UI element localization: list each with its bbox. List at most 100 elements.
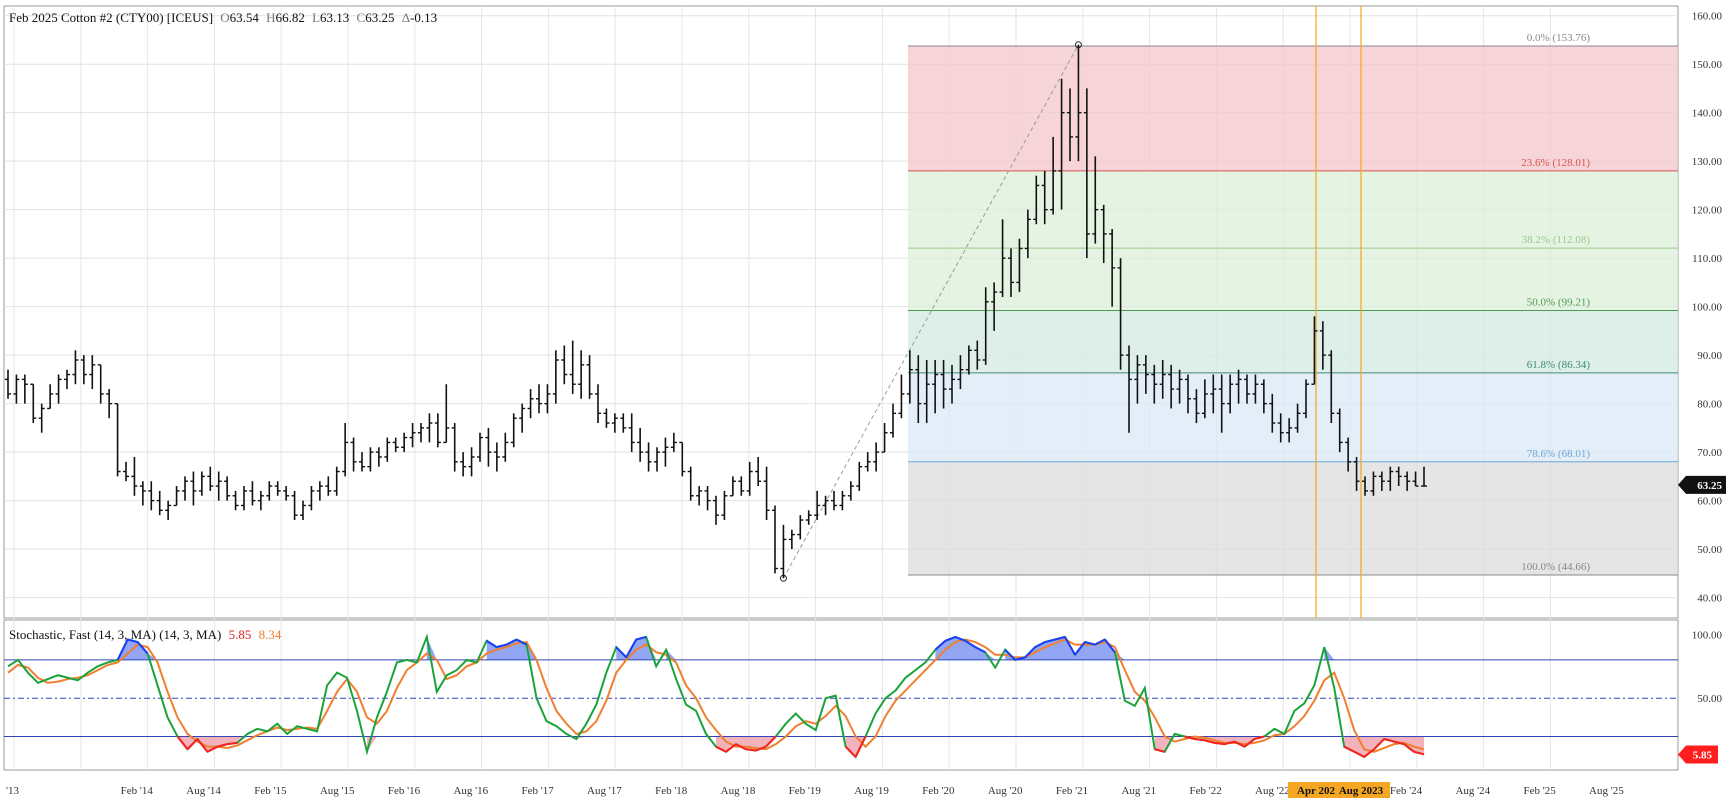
low-value: 63.13 — [320, 10, 349, 25]
stoch-k-extreme-segment — [615, 646, 627, 659]
stoch-panel-bg — [3, 619, 1679, 771]
time-tick-label: Aug '18 — [721, 785, 756, 797]
stoch-k-extreme-segment — [127, 638, 138, 644]
stoch-k-extreme-segment — [755, 745, 767, 752]
stoch-k-extreme-segment — [1214, 741, 1225, 746]
change-value: -0.13 — [410, 10, 437, 25]
stoch-k-extreme-segment — [1154, 748, 1165, 753]
date-highlight-band[interactable] — [1315, 6, 1362, 618]
stoch-k-extreme-segment — [516, 638, 527, 646]
time-tick-label: Feb '15 — [254, 785, 287, 797]
last-price-label: 63.25 — [1697, 480, 1722, 492]
high-key: H — [266, 10, 275, 25]
last-price-marker[interactable] — [1678, 475, 1726, 494]
time-tick-label: Aug '14 — [186, 785, 221, 797]
price-tick-label: 140.00 — [1692, 108, 1723, 120]
stoch-k-extreme-segment — [1234, 740, 1245, 748]
stoch-k-extreme-segment — [954, 635, 966, 642]
overbought-fill — [486, 639, 537, 660]
fib-retracement[interactable]: 0.0% (153.76) 23.6% (128.01) 38.2% (112.08… — [779, 32, 1678, 582]
stoch-k-extreme-segment — [186, 738, 199, 750]
open-value: 63.54 — [230, 10, 260, 25]
stoch-k-extreme-segment — [625, 638, 638, 658]
stoch-k-extreme-segment — [1343, 745, 1355, 753]
fib-trend-line[interactable] — [782, 44, 1079, 579]
stoch-k-extreme-segment — [1184, 735, 1195, 740]
stoch-k-extreme-segment — [1363, 748, 1375, 758]
price-tick-label: 50.00 — [1697, 544, 1722, 556]
time-tick-label: Aug '21 — [1121, 785, 1156, 797]
price-axis[interactable]: 160.00 150.00 140.00 130.00 120.00 110.00 100.… — [1678, 11, 1726, 605]
stoch-k-extreme-segment — [496, 643, 507, 649]
stoch-k-extreme-segment — [217, 743, 228, 748]
fib-level-label: 50.0% (99.21) — [1527, 296, 1591, 308]
fib-level-label: 0.0% (153.76) — [1527, 32, 1591, 44]
time-tick-label: Feb '25 — [1523, 785, 1556, 797]
price-tick-label: 100.00 — [1692, 302, 1723, 314]
fib-zone — [908, 248, 1678, 311]
oversold-fill — [576, 736, 587, 740]
date-band-label: Apr 202 — [1297, 785, 1335, 797]
stoch-k-extreme-segment — [934, 640, 947, 651]
high-value: 66.82 — [276, 10, 305, 25]
time-axis[interactable]: '13 Feb '14 Aug '14 Feb '15 Aug '15 Feb '16 Au… — [6, 782, 1624, 798]
stoch-k-extreme-segment — [1084, 641, 1096, 646]
time-tick-label: '13 — [6, 785, 19, 797]
stoch-k-extreme-segment — [1104, 638, 1116, 653]
time-tick-label: Aug '17 — [587, 785, 622, 797]
stoch-k-extreme-segment — [964, 639, 976, 648]
stoch-header: Stochastic, Fast (14, 3, MA) (14, 3, MA)… — [9, 627, 282, 642]
open-key: O — [220, 10, 229, 25]
fib-zone — [908, 45, 1678, 171]
time-tick-label: Aug '24 — [1455, 785, 1490, 797]
stoch-k-extreme-segment — [486, 639, 498, 648]
price-tick-label: 70.00 — [1697, 447, 1722, 459]
stoch-last-marker — [1678, 745, 1718, 764]
time-tick-label: Aug '19 — [854, 785, 889, 797]
stoch-k-extreme-segment — [1044, 638, 1056, 644]
close-value: 63.25 — [365, 10, 394, 25]
stoch-last-label: 5.85 — [1693, 750, 1713, 762]
stoch-tick-label: 50.00 — [1697, 693, 1722, 705]
stoch-k-extreme-segment — [506, 638, 518, 646]
overbought-fill — [935, 636, 996, 660]
time-tick-label: Feb '21 — [1056, 785, 1088, 797]
time-tick-label: Feb '24 — [1390, 785, 1423, 797]
fib-zone — [908, 372, 1678, 462]
date-band-label-bg[interactable] — [1288, 782, 1390, 798]
stoch-k-extreme-segment — [944, 635, 956, 642]
stoch-k-extreme-segment — [116, 639, 129, 661]
stoch-k-extreme-segment — [176, 735, 189, 750]
time-tick-label: Aug '22 — [1255, 785, 1290, 797]
stoch-k-extreme-segment — [1243, 738, 1256, 748]
stoch-tick-label: 100.00 — [1692, 629, 1723, 641]
stoch-k-extreme-segment — [854, 736, 867, 758]
stoch-k-extreme-segment — [1254, 735, 1265, 740]
stoch-d-value: 8.34 — [259, 627, 282, 642]
stoch-k-extreme-segment — [735, 743, 747, 751]
time-tick-label: Feb '16 — [388, 785, 421, 797]
stoch-k-extreme-segment — [1074, 641, 1086, 656]
price-tick-label: 120.00 — [1692, 205, 1723, 217]
fib-zone — [908, 461, 1678, 576]
time-tick-label: Feb '14 — [121, 785, 154, 797]
stoch-k-extreme-segment — [1353, 750, 1365, 758]
stoch-k-extreme-segment — [844, 745, 857, 758]
stoch-label: Stochastic, Fast (14, 3, MA) (14, 3, MA) — [9, 627, 221, 642]
price-tick-label: 160.00 — [1692, 11, 1723, 23]
stoch-k-extreme-segment — [745, 748, 757, 752]
time-tick-label: Feb '20 — [922, 785, 955, 797]
stoch-k-value: 5.85 — [229, 627, 252, 642]
stoch-k-extreme-segment — [1413, 750, 1425, 756]
time-tick-label: Aug '15 — [320, 785, 355, 797]
fib-level-label: 38.2% (112.08) — [1522, 234, 1591, 246]
stoch-k-extreme-segment — [1094, 638, 1106, 646]
price-tick-label: 60.00 — [1697, 496, 1722, 508]
price-tick-label: 130.00 — [1692, 156, 1723, 168]
time-tick-label: Feb '18 — [655, 785, 688, 797]
stoch-k-extreme-segment — [1393, 740, 1405, 746]
change-key: Δ — [402, 10, 410, 25]
stoch-k-extreme-segment — [206, 745, 218, 753]
oversold-fill — [716, 736, 786, 752]
